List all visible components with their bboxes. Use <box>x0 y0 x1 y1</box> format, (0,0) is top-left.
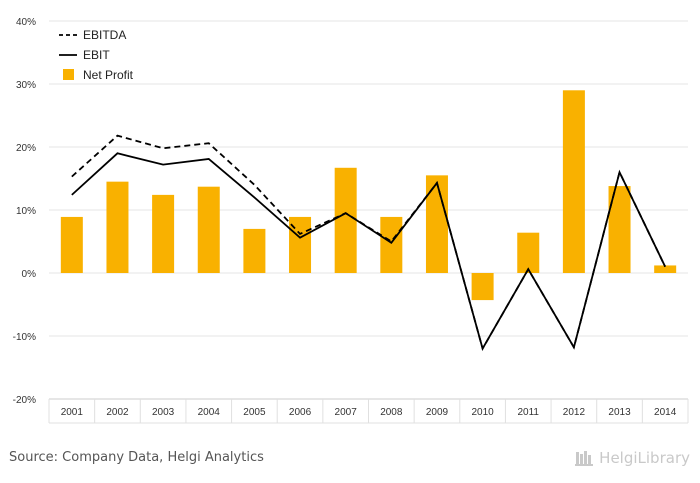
bar-net-profit <box>152 194 175 273</box>
x-tick-label: 2008 <box>380 407 403 418</box>
legend-label: EBITDA <box>83 28 126 42</box>
y-tick-label: 40% <box>16 17 36 28</box>
legend-label: EBIT <box>83 48 110 62</box>
bar-net-profit <box>380 216 403 273</box>
x-tick-label: 2002 <box>106 407 129 418</box>
library-icon <box>575 451 594 466</box>
y-tick-label: 10% <box>16 206 36 217</box>
chart-svg: 40% 30% 20% 10% 0% -10% -20% 2001 2002 2003 2004 20… <box>13 17 689 424</box>
x-tick-label: 2006 <box>289 407 312 418</box>
line-ebit <box>71 152 666 351</box>
x-tick-label: 2007 <box>335 407 358 418</box>
bar-net-profit <box>60 216 83 273</box>
x-tick-label: 2009 <box>426 407 449 418</box>
x-tick-label: 2010 <box>471 407 494 418</box>
bar-net-profit <box>562 90 585 273</box>
x-tick-label: 2012 <box>563 407 586 418</box>
bar-net-profit <box>471 273 494 301</box>
bar-net-profit <box>197 186 220 273</box>
bar-net-profit <box>106 181 129 273</box>
source-note: Source: Company Data, Helgi Analytics <box>9 450 264 465</box>
x-tick-label: 2003 <box>152 407 175 418</box>
bar-net-profit <box>654 265 677 273</box>
y-tick-label: 0% <box>22 269 37 280</box>
y-tick-label: -20% <box>13 395 36 406</box>
x-tick-label: 2013 <box>608 407 631 418</box>
x-tick-label: 2005 <box>243 407 266 418</box>
bar-net-profit <box>517 232 540 273</box>
y-tick-label: 20% <box>16 143 36 154</box>
y-tick-label: -10% <box>13 332 36 343</box>
x-tick-label: 2011 <box>517 407 539 418</box>
bar-net-profit <box>289 216 312 273</box>
x-tick-label: 2014 <box>654 407 677 418</box>
bar-net-profit <box>608 186 631 273</box>
x-tick-label: 2004 <box>198 407 221 418</box>
bar-net-profit <box>243 228 266 273</box>
legend-swatch-net-profit <box>63 69 74 80</box>
y-tick-label: 30% <box>16 80 36 91</box>
logo-text: HelgiLibrary <box>599 449 690 467</box>
x-tick-label: 2001 <box>61 407 84 418</box>
bar-net-profit <box>425 175 448 273</box>
bar-net-profit <box>334 167 357 273</box>
legend-label: Net Profit <box>83 68 134 82</box>
helgi-library-logo: HelgiLibrary <box>575 449 690 467</box>
